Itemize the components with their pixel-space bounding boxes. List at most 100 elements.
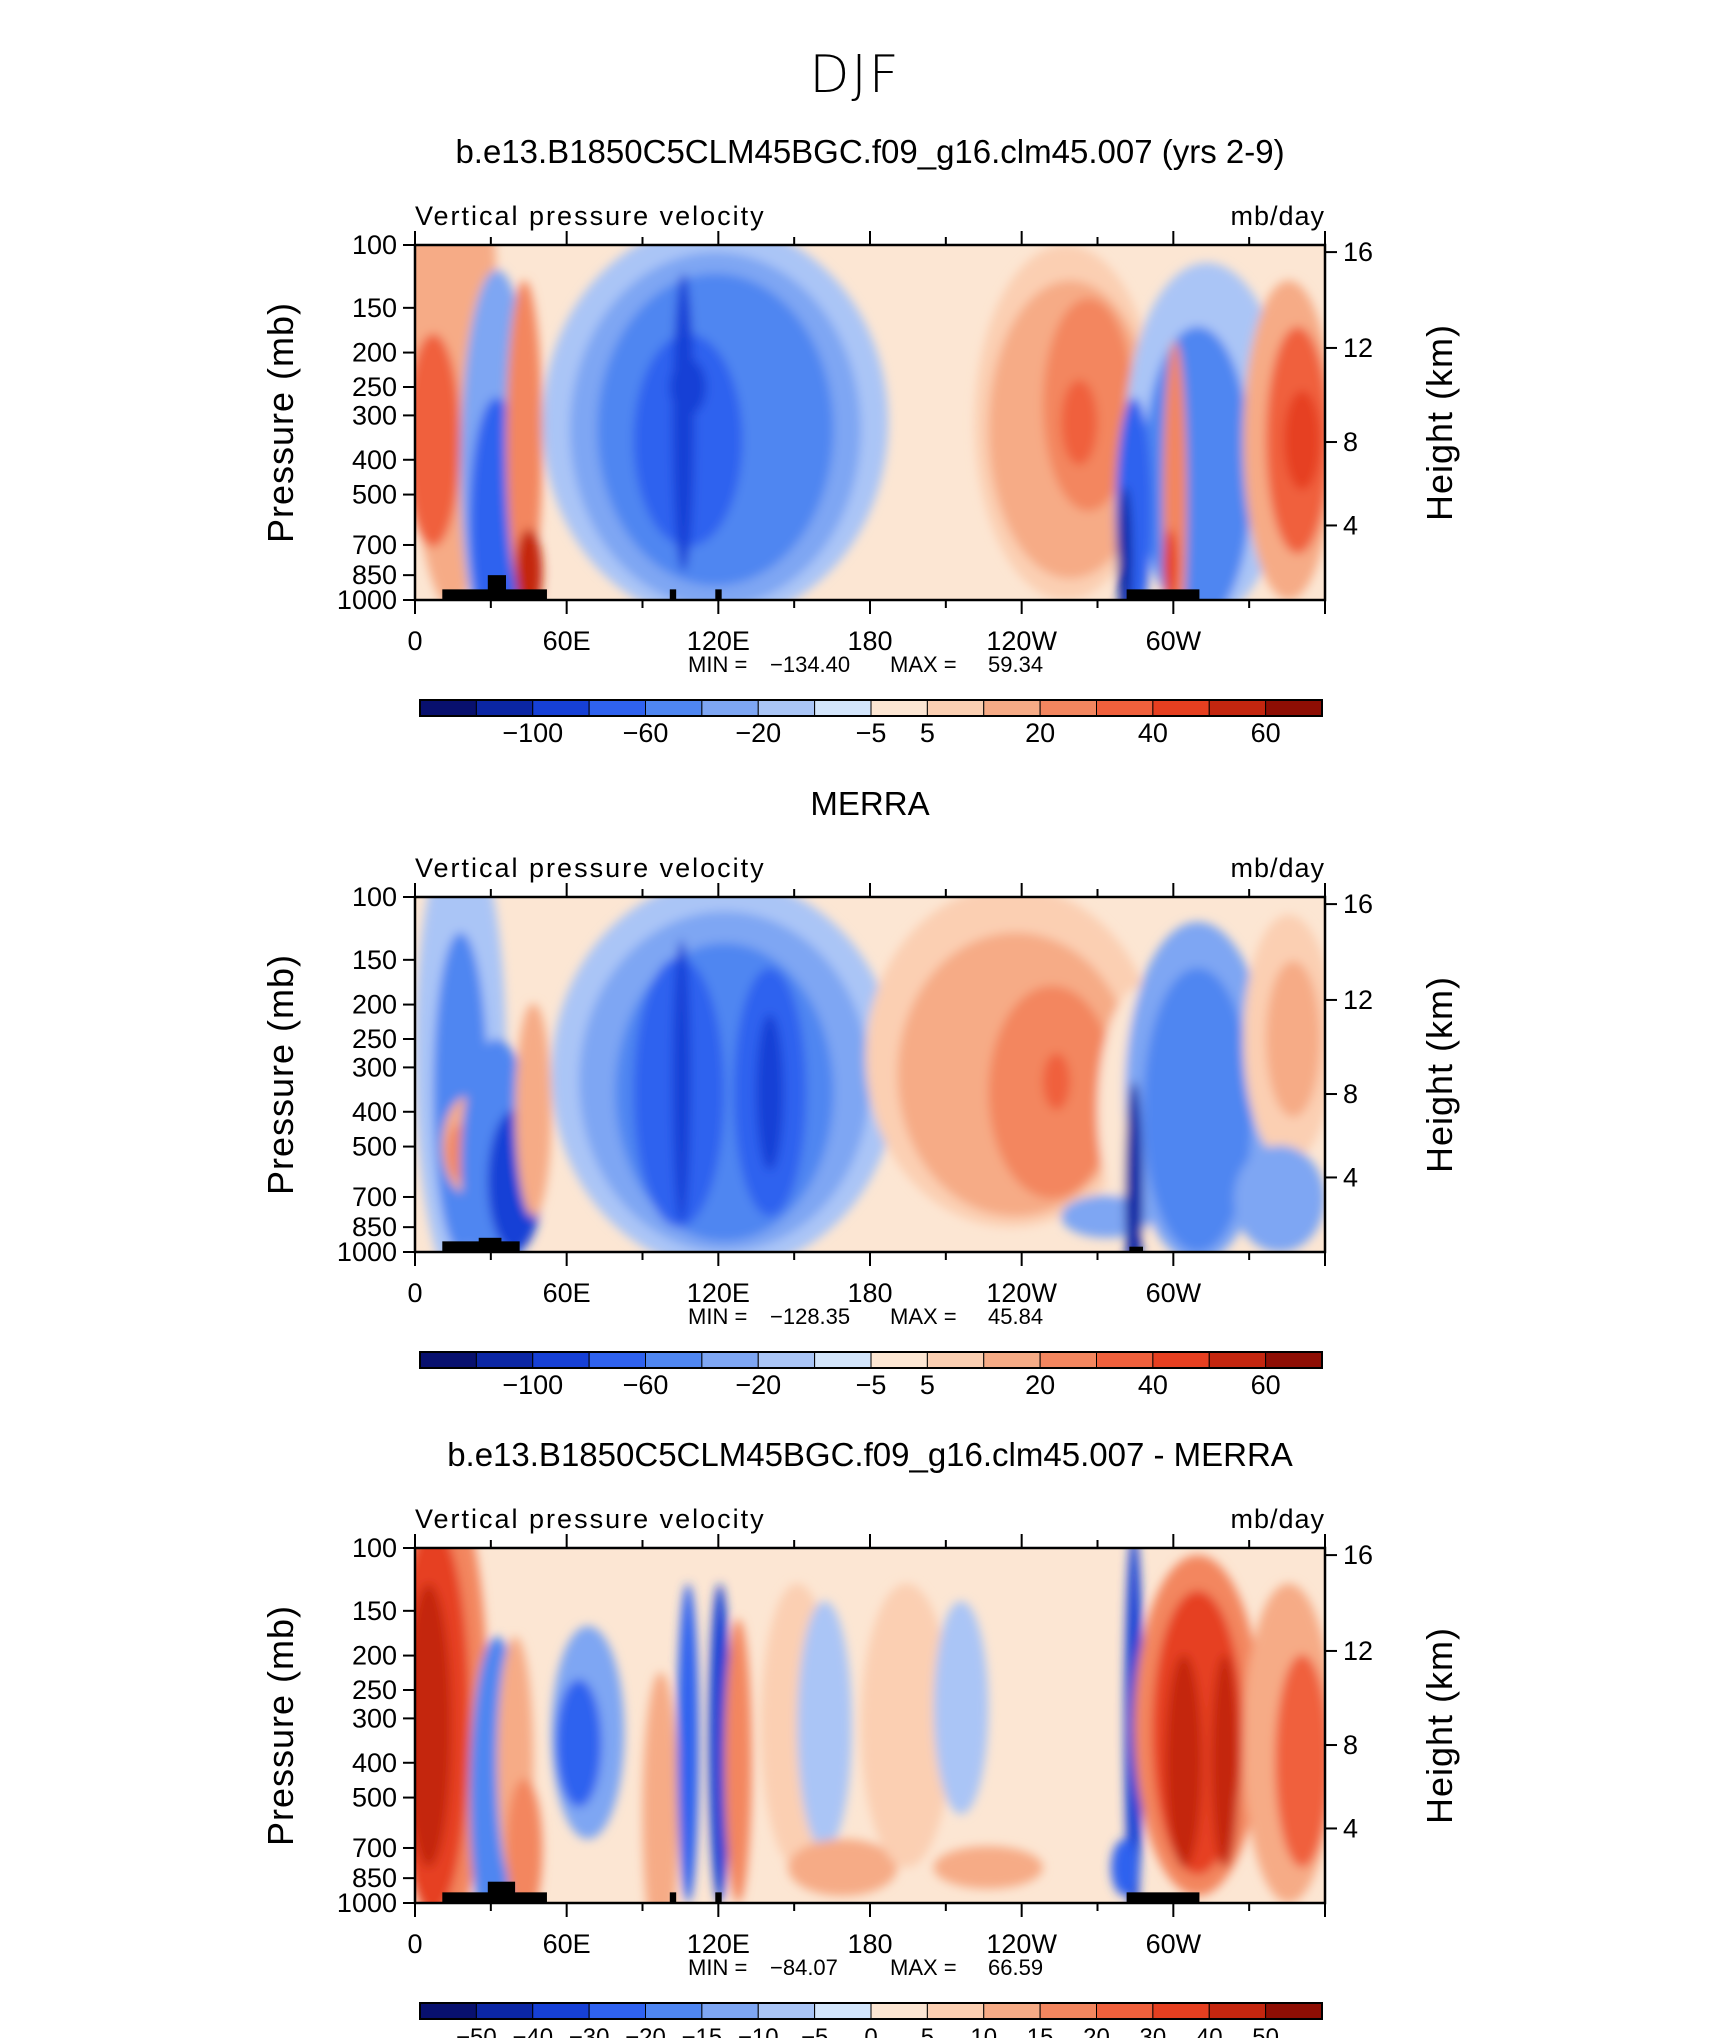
y-tick-label: 500 [352,1783,397,1813]
chart-panel-1: b.e13.B1850C5CLM45BGC.f09_g16.clm45.007 … [260,133,1460,748]
contour-region [669,358,707,416]
colorbar-swatch [926,1351,985,1369]
y2-tick-label: 4 [1343,1813,1358,1843]
colorbar-label: −20 [735,1370,781,1400]
max-label: MAX = [890,1955,957,1980]
y2-tick-label: 8 [1343,1079,1358,1109]
colorbar-swatch [1265,1351,1323,1369]
colorbar-swatch [1096,1351,1154,1369]
x-tick-label: 120W [986,1278,1057,1308]
colorbar-swatch [926,699,985,717]
y-tick-label: 300 [352,1052,397,1082]
colorbar-label: 40 [1138,718,1168,748]
colorbar-swatch [645,1351,703,1369]
y-axis-label: Pressure (mb) [260,1605,301,1846]
x-tick-label: 0 [407,626,422,656]
contour-region [1143,326,1253,600]
contour-field [415,897,1325,1252]
min-value: −84.07 [770,1955,838,1980]
y2-axis-label: Height (km) [1419,324,1460,521]
topography-mask [715,1892,722,1903]
colorbar-label: −5 [856,1370,887,1400]
colorbar-swatch [475,699,534,717]
contour-region [1274,1654,1325,1868]
colorbar-swatch [532,1351,590,1369]
min-label: MIN = [688,1304,747,1329]
x-tick-label: 120E [687,626,750,656]
y-tick-label: 100 [352,230,397,260]
colorbar-label: 15 [1027,2024,1054,2038]
colorbar-label: −5 [856,718,887,748]
y2-tick-label: 16 [1343,237,1373,267]
contour-regions [415,1548,1325,1903]
min-value: −128.35 [770,1304,850,1329]
contour-field [415,245,1325,600]
y-tick-label: 250 [352,1024,397,1054]
contour-region [756,1014,784,1171]
colorbar-label: 20 [1025,718,1055,748]
units-label: mb/day [1230,853,1325,883]
y-axis-label: Pressure (mb) [260,302,301,543]
y-tick-label: 100 [352,1533,397,1563]
y-tick-label: 150 [352,1596,397,1626]
x-tick-label: 180 [847,626,892,656]
y-tick-label: 200 [352,990,397,1020]
colorbar-swatch [1208,2002,1267,2020]
y2-tick-label: 12 [1343,333,1373,363]
min-label: MIN = [688,1955,747,1980]
topography-mask [669,589,677,600]
x-tick-label: 60W [1146,1929,1202,1959]
y-tick-label: 850 [352,1212,397,1242]
y2-tick-label: 4 [1343,1162,1358,1192]
colorbar-swatch [645,2002,703,2020]
y-tick-label: 300 [352,400,397,430]
contour-region [1042,1053,1071,1110]
x-tick-label: 60E [543,626,591,656]
x-tick-label: 180 [847,1929,892,1959]
colorbar-label: 60 [1251,718,1281,748]
colorbar-swatch [814,699,872,717]
colorbar-label: 20 [1025,1370,1055,1400]
colorbar-swatch [814,1351,872,1369]
contour-region [556,1679,602,1808]
contour-region [1163,340,1187,600]
colorbar-label: 40 [1196,2024,1223,2038]
contour-region [1265,960,1321,1118]
y2-tick-label: 8 [1343,1730,1358,1760]
y-tick-label: 850 [352,1863,397,1893]
y-tick-label: 250 [352,1675,397,1705]
contour-region [1143,968,1253,1252]
max-value: 66.59 [988,1955,1043,1980]
colorbar-label: −100 [502,1370,563,1400]
y-tick-label: 850 [352,560,397,590]
contour-region [1211,1654,1239,1868]
y-tick-label: 150 [352,293,397,323]
contour-region [1061,379,1098,466]
x-tick-label: 120W [986,626,1057,656]
topography-mask [487,1881,516,1903]
colorbar-label: −100 [502,718,563,748]
colorbar-swatch [1039,1351,1097,1369]
colorbar-swatch [1152,2002,1210,2020]
colorbar: −100 −60 −20 −5 5 20 40 60 [419,699,1323,748]
contour-field [415,1548,1325,1903]
contour-region [1284,390,1321,490]
y2-tick-label: 12 [1343,985,1373,1015]
topography-mask [487,575,506,600]
variable-label: Vertical pressure velocity [415,201,766,231]
colorbar-swatch [419,699,477,717]
contour-region [515,529,543,600]
chart-title: b.e13.B1850C5CLM45BGC.f09_g16.clm45.007 … [455,133,1284,170]
contour-region [642,1672,679,1903]
colorbar-label: −60 [623,1370,669,1400]
contour-region [677,1583,699,1903]
x-tick-label: 120E [687,1278,750,1308]
y2-tick-label: 16 [1343,1540,1373,1570]
colorbar-swatch [419,2002,477,2020]
y-tick-label: 700 [352,1833,397,1863]
min-label: MIN = [688,652,747,677]
colorbar-swatch [814,2002,872,2020]
contour-region [506,1778,543,1903]
contour-region [860,1583,952,1868]
x-tick-label: 60E [543,1278,591,1308]
